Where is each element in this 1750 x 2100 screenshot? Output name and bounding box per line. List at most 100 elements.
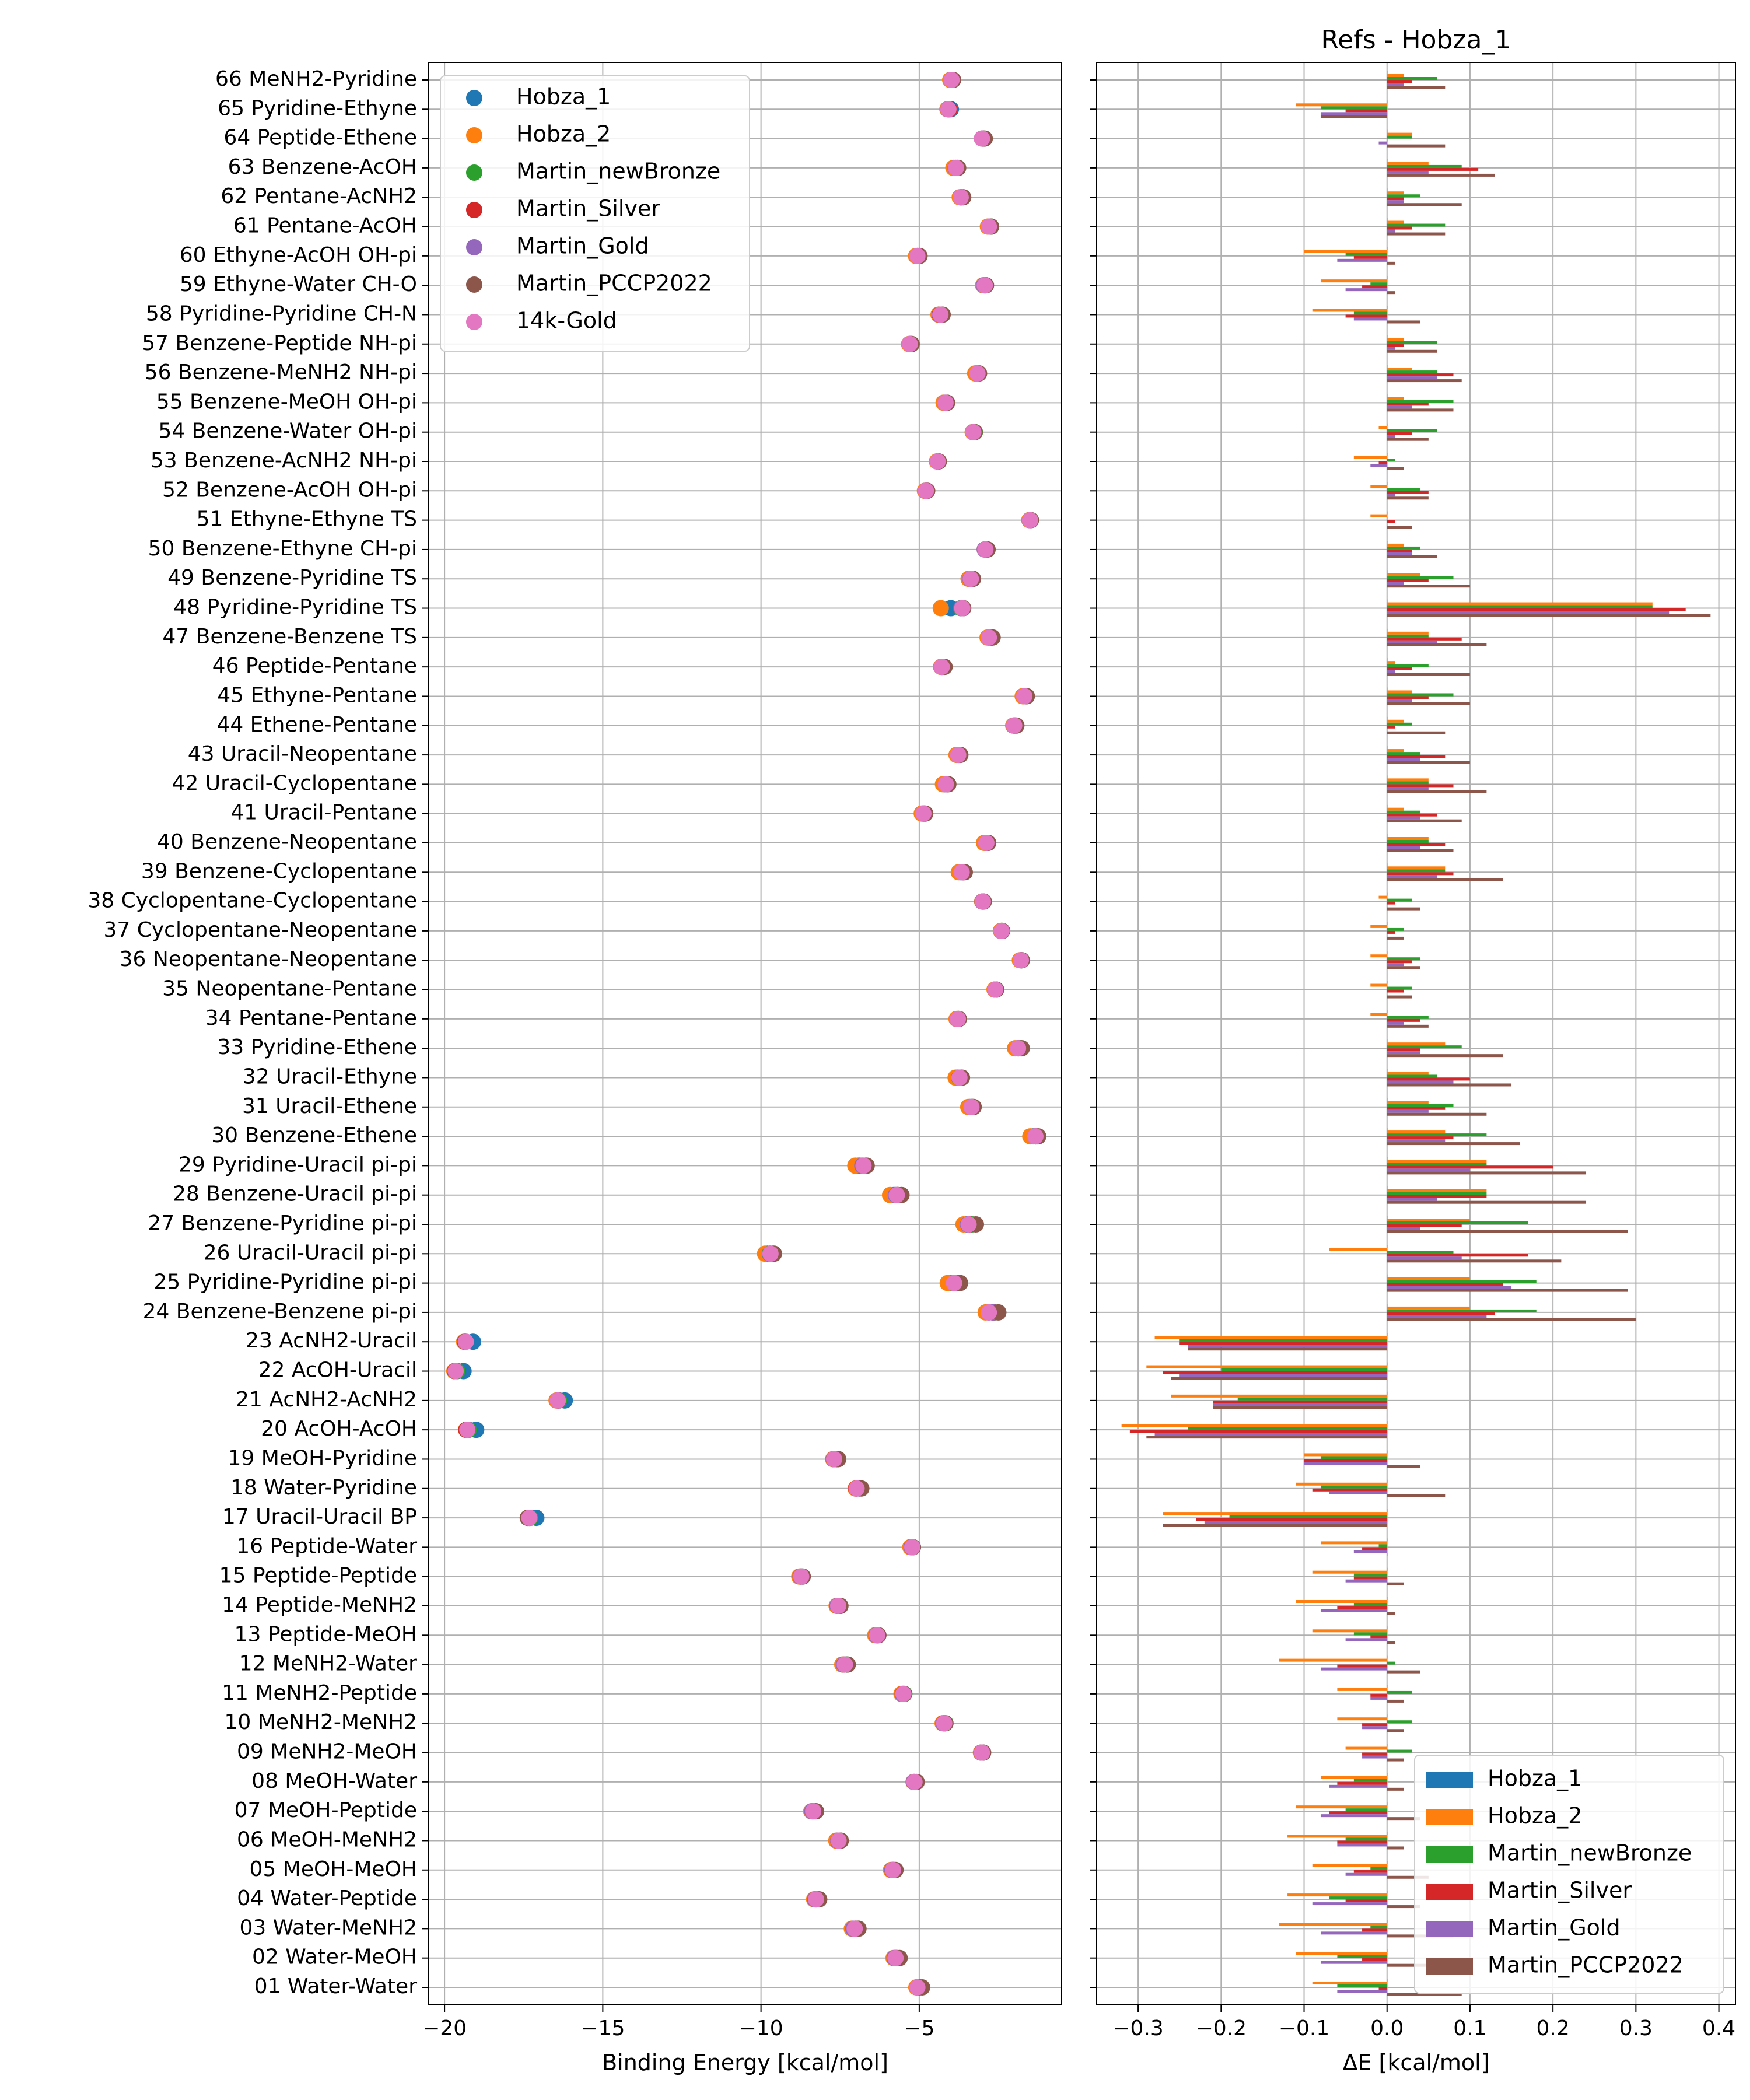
delta-bar xyxy=(1387,614,1711,617)
scatter-point xyxy=(943,72,960,88)
delta-bar xyxy=(1387,71,1388,74)
category-label: 58 Pyridine-Pyridine CH-N xyxy=(146,302,417,326)
delta-bar xyxy=(1387,807,1404,811)
delta-bar xyxy=(1387,1021,1404,1025)
category-label: 09 MeNH2-MeOH xyxy=(237,1740,417,1764)
category-label: 55 Benzene-MeOH OH-pi xyxy=(156,390,417,414)
delta-bar xyxy=(1387,608,1686,611)
delta-bar xyxy=(1387,1846,1404,1850)
delta-bar xyxy=(1387,957,1420,961)
delta-bar xyxy=(1229,1515,1387,1518)
delta-bar xyxy=(1387,843,1446,846)
delta-bar xyxy=(1353,1870,1387,1873)
delta-bar xyxy=(1387,1303,1388,1307)
right-panel-title: Refs - Hobza_1 xyxy=(1321,25,1511,55)
scatter-point xyxy=(974,130,991,147)
delta-bar xyxy=(1320,106,1387,110)
delta-bar xyxy=(1387,394,1388,397)
delta-bar xyxy=(1387,1104,1454,1107)
scatter-point xyxy=(936,1715,953,1732)
delta-bar xyxy=(1387,1685,1388,1688)
delta-bar xyxy=(1387,840,1429,843)
delta-bar xyxy=(1387,1219,1470,1222)
delta-bar xyxy=(1329,1248,1387,1251)
delta-bar xyxy=(1387,1479,1388,1483)
scatter-point xyxy=(884,1861,901,1878)
delta-bar xyxy=(1387,1163,1487,1166)
delta-bar xyxy=(1387,1216,1388,1219)
scatter-point xyxy=(947,159,964,176)
delta-bar xyxy=(1387,699,1412,702)
delta-bar xyxy=(1387,1227,1420,1230)
delta-bar xyxy=(1387,1306,1470,1310)
delta-bar xyxy=(1146,1365,1387,1368)
legend-swatch xyxy=(1426,1958,1473,1975)
delta-bar xyxy=(1387,584,1470,588)
legend-marker xyxy=(466,276,482,293)
delta-bar xyxy=(1362,1755,1387,1759)
scatter-point xyxy=(940,101,957,118)
legend-marker xyxy=(466,314,482,330)
delta-bar xyxy=(1387,379,1462,383)
scatter-point xyxy=(974,1744,991,1761)
delta-bar xyxy=(1387,643,1487,646)
scatter-point xyxy=(808,1891,825,1908)
delta-bar xyxy=(1387,482,1388,485)
delta-bar xyxy=(1387,670,1395,673)
delta-bar xyxy=(1213,1406,1387,1409)
right-legend: Hobza_1 Hobza_2 Martin_newBronze Martin_Sil… xyxy=(1414,1755,1724,1994)
delta-bar xyxy=(1387,1254,1528,1257)
category-label: 12 MeNH2-Water xyxy=(239,1652,418,1676)
right-x-tick-labels: −0.3 −0.2 −0.1 0.0 0.1 0.2 0.3 0.4 xyxy=(1112,2005,1735,2041)
delta-bar xyxy=(1387,523,1388,526)
scatter-point xyxy=(932,306,949,323)
delta-e-panel: −0.3 −0.2 −0.1 0.0 0.1 0.2 0.3 0.4 ΔE [kcal/mol… xyxy=(1090,25,1736,2076)
delta-bar xyxy=(1345,1838,1387,1841)
delta-bar xyxy=(1188,1345,1387,1348)
right-axes-frame xyxy=(1096,62,1736,2006)
delta-bar xyxy=(1387,1817,1420,1821)
delta-bar xyxy=(1320,1485,1387,1489)
delta-bar xyxy=(1387,226,1412,230)
delta-bar xyxy=(1387,1192,1487,1195)
delta-bar xyxy=(1387,86,1446,89)
left-y-tick-labels: 01 Water-Water 02 Water-MeOH 03 Water-MeNH… xyxy=(88,67,429,1999)
delta-bar xyxy=(1129,1430,1387,1433)
delta-bar xyxy=(1387,728,1388,732)
delta-bar xyxy=(1387,1072,1429,1075)
delta-bar xyxy=(1387,878,1503,881)
legend-swatch xyxy=(1426,1772,1473,1788)
delta-bar xyxy=(1163,1371,1387,1374)
delta-bar xyxy=(1387,725,1395,729)
delta-bar xyxy=(1387,194,1420,198)
delta-bar xyxy=(1188,1348,1387,1351)
delta-bar xyxy=(1387,661,1395,664)
delta-bar xyxy=(1387,1553,1388,1556)
category-label: 36 Neopentane-Neopentane xyxy=(120,947,417,971)
scatter-point xyxy=(937,776,954,793)
category-label: 28 Benzene-Uracil pi-pi xyxy=(173,1182,417,1206)
scatter-point xyxy=(904,1539,921,1556)
scatter-point xyxy=(952,189,969,206)
legend-marker xyxy=(466,239,482,256)
delta-bar xyxy=(1387,573,1420,576)
delta-bar xyxy=(1312,1864,1387,1867)
delta-bar xyxy=(1337,1717,1387,1721)
scatter-point xyxy=(981,1304,998,1321)
delta-bar xyxy=(1387,1949,1388,1952)
delta-bar xyxy=(1387,335,1388,338)
left-axes-frame xyxy=(428,62,1062,2006)
left-scatter-marks xyxy=(446,72,1046,1996)
delta-bar xyxy=(1370,925,1387,928)
delta-bar xyxy=(1387,1450,1388,1454)
delta-bar xyxy=(1387,276,1388,280)
scatter-point xyxy=(895,1685,912,1702)
delta-bar xyxy=(1387,1157,1388,1160)
delta-bar xyxy=(1362,1547,1387,1550)
delta-bar xyxy=(1387,368,1412,371)
legend-label: Hobza_2 xyxy=(516,121,611,147)
right-x-tick-label: 0.0 xyxy=(1370,2017,1404,2041)
delta-bar xyxy=(1345,314,1387,318)
delta-bar xyxy=(1387,130,1388,133)
delta-bar xyxy=(1387,1509,1388,1513)
